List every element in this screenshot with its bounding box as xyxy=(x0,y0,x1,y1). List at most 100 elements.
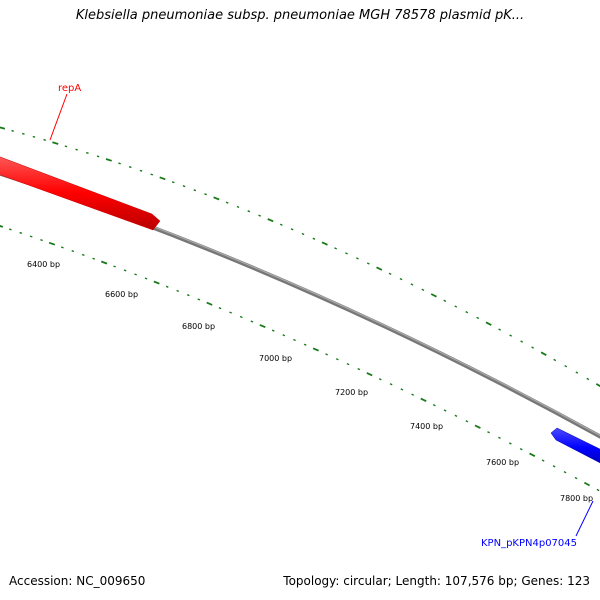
outer-ring-minor-tick xyxy=(75,148,79,151)
outer-ring-minor-tick xyxy=(399,277,403,281)
inner-ring-minor-tick xyxy=(487,431,490,434)
outer-ring-major-tick xyxy=(213,196,220,201)
inner-ring-minor-tick xyxy=(60,246,64,249)
outer-ring-minor-tick xyxy=(236,205,240,209)
tick-labels: 6400 bp 6600 bp 6800 bp 7000 bp 7200 bp … xyxy=(27,260,593,503)
outer-ring-minor-tick xyxy=(247,210,251,213)
outer-ring-minor-tick xyxy=(356,257,359,260)
inner-ring-major-tick xyxy=(529,452,536,457)
inner-ring-minor-tick xyxy=(71,250,75,253)
inner-ring-minor-tick xyxy=(596,488,600,492)
outer-ring-minor-tick xyxy=(520,340,524,343)
inner-ring-minor-tick xyxy=(378,378,382,381)
outer-ring-minor-tick xyxy=(96,155,100,158)
tick-label-7800: 7800 bp xyxy=(560,494,593,503)
outer-ring-minor-tick xyxy=(553,358,557,362)
outer-ring-minor-tick xyxy=(509,334,513,337)
map-title: Klebsiella pneumoniae subsp. pneumoniae … xyxy=(75,8,525,23)
inner-ring-major-tick xyxy=(153,280,160,285)
inner-ring-minor-tick xyxy=(443,409,447,412)
inner-ring-minor-tick xyxy=(282,334,286,337)
inner-ring-minor-tick xyxy=(81,253,85,256)
gene-repA-leader-line xyxy=(49,93,68,141)
outer-ring-minor-tick xyxy=(476,316,480,320)
gene-repA[interactable]: repA xyxy=(0,83,161,231)
outer-ring-minor-tick xyxy=(21,132,25,135)
outer-ring-major-tick xyxy=(105,158,112,162)
inner-ring-minor-tick xyxy=(465,420,469,423)
outer-ring-minor-tick xyxy=(312,237,316,240)
accession-text: Accession: NC_009650 xyxy=(9,574,146,588)
inner-ring-minor-tick xyxy=(176,289,180,293)
inner-ring-major-tick xyxy=(583,481,591,487)
outer-ring-major-tick xyxy=(540,351,547,356)
outer-ring-minor-tick xyxy=(193,189,197,192)
outer-ring-minor-tick xyxy=(334,247,337,250)
tick-label-7600: 7600 bp xyxy=(486,458,519,467)
inner-ring-minor-tick xyxy=(134,273,137,276)
outer-ring-minor-tick xyxy=(258,214,261,217)
inner-ring-minor-tick xyxy=(357,367,361,371)
gene-repA-arrow[interactable] xyxy=(0,155,161,231)
outer-ring-minor-tick xyxy=(345,252,348,255)
inner-ring-major-tick xyxy=(206,301,213,306)
inner-ring-minor-tick xyxy=(250,320,254,323)
outer-ring-minor-tick xyxy=(128,166,132,169)
inner-ring-major-tick xyxy=(259,324,266,329)
outer-ring-minor-tick xyxy=(150,173,154,176)
inner-ring-major-tick xyxy=(474,424,481,429)
inner-ring-major-tick xyxy=(312,347,319,352)
inner-ring-minor-tick xyxy=(563,470,567,474)
inner-ring-minor-tick xyxy=(498,436,501,440)
inner-ring-minor-tick xyxy=(541,459,545,462)
outer-ring-minor-tick xyxy=(443,299,447,303)
inner-ring-minor-tick xyxy=(165,285,169,288)
inner-ring-minor-tick xyxy=(389,383,393,386)
inner-ring-minor-tick xyxy=(229,311,232,314)
gene-kpn-pkpn4p07045-label[interactable]: KPN_pKPN4p07045 xyxy=(481,538,577,549)
outer-tick-ring xyxy=(0,126,600,388)
outer-ring-major-tick xyxy=(267,218,274,223)
outer-ring-minor-tick xyxy=(43,138,47,141)
inner-ring-major-tick xyxy=(0,225,4,228)
outer-ring-minor-tick xyxy=(171,181,175,184)
outer-ring-major-tick xyxy=(430,293,437,298)
plasmid-backbone-highlight xyxy=(0,171,600,437)
inner-ring-minor-tick xyxy=(29,235,33,238)
outer-ring-minor-tick xyxy=(225,201,229,204)
inner-ring-minor-tick xyxy=(113,265,116,268)
outer-ring-minor-tick xyxy=(85,151,89,154)
gene-repA-label[interactable]: repA xyxy=(58,83,81,94)
outer-ring-minor-tick xyxy=(301,232,305,236)
inner-ring-minor-tick xyxy=(19,231,23,234)
outer-ring-minor-tick xyxy=(279,223,283,226)
outer-ring-minor-tick xyxy=(11,129,14,132)
inner-ring-minor-tick xyxy=(432,403,436,407)
inner-ring-minor-tick xyxy=(186,294,190,297)
outer-ring-minor-tick xyxy=(139,169,143,172)
outer-ring-minor-tick xyxy=(498,328,502,331)
inner-ring-minor-tick xyxy=(400,388,404,391)
outer-ring-minor-tick xyxy=(64,145,68,148)
outer-ring-minor-tick xyxy=(388,272,392,276)
outer-ring-minor-tick xyxy=(410,283,414,286)
gene-kpn-pkpn4p07045[interactable]: KPN_pKPN4p07045 xyxy=(481,427,600,549)
summary-text: Topology: circular; Length: 107,576 bp; … xyxy=(283,574,590,588)
outer-ring-minor-tick xyxy=(575,371,579,374)
gene-kpn-pkpn4p07045-leader-line xyxy=(575,500,594,537)
gene-kpn-pkpn4p07045-arrow[interactable] xyxy=(550,427,600,468)
outer-ring-minor-tick xyxy=(204,193,207,196)
outer-ring-major-tick xyxy=(595,383,600,388)
inner-ring-major-tick xyxy=(100,260,108,265)
inner-ring-minor-tick xyxy=(552,465,556,468)
outer-ring-minor-tick xyxy=(366,262,370,265)
outer-ring-minor-tick xyxy=(32,135,36,138)
inner-ring-major-tick xyxy=(48,241,56,246)
inner-ring-minor-tick xyxy=(454,414,458,418)
outer-ring-major-tick xyxy=(376,266,383,271)
inner-ring-minor-tick xyxy=(303,343,307,346)
inner-ring-minor-tick xyxy=(335,358,339,361)
tick-label-7200: 7200 bp xyxy=(335,388,368,397)
inner-ring-minor-tick xyxy=(92,257,96,260)
